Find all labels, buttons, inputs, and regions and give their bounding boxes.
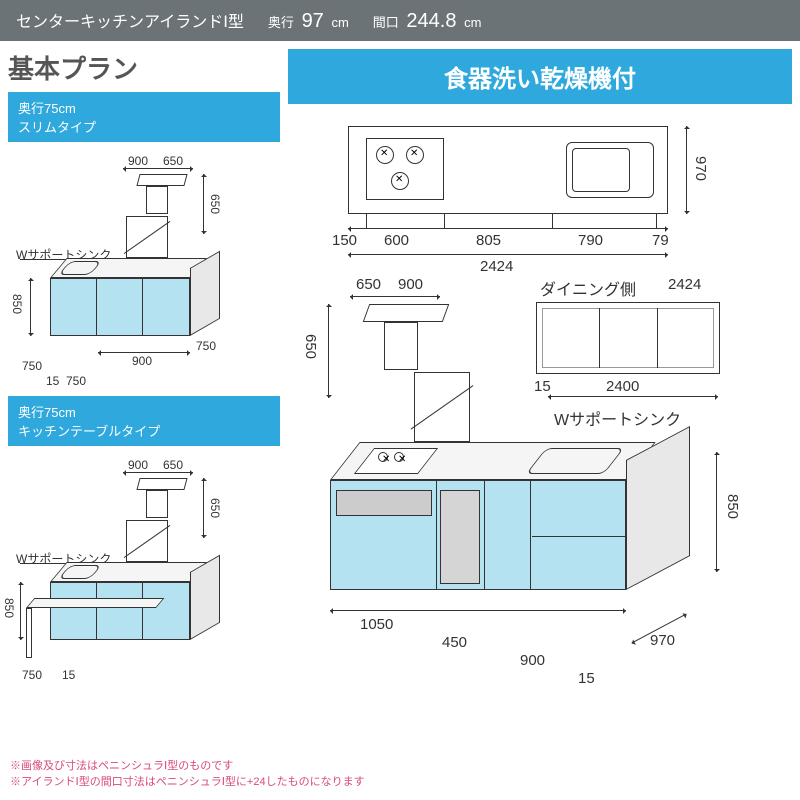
width-spec: 間口 244.8 cm xyxy=(373,10,482,33)
left-column: 基本プラン 奥行75cm スリムタイプ 900 650 650 Wサポートシンク xyxy=(0,41,280,781)
footnote-1: ※画像及び寸法はペニンシュラⅠ型のものです xyxy=(10,759,233,774)
dim-t-edge: 15 xyxy=(62,668,75,682)
dim-cab2: 450 xyxy=(442,634,467,651)
p-hood-top xyxy=(363,304,450,322)
dim-tv-depth: 970 xyxy=(692,156,709,181)
t-body xyxy=(50,582,190,640)
dim-cab3: 900 xyxy=(520,652,545,669)
dim-dining-edge: 15 xyxy=(534,378,551,395)
dim-p-hoodh: 650 xyxy=(302,334,319,359)
depth-spec: 奥行 97 cm xyxy=(268,10,349,33)
product-title: センターキッチンアイランドⅠ型 xyxy=(16,8,244,32)
dim-t-hood-h: 650 xyxy=(208,498,222,518)
footnote-2: ※アイランドⅠ型の間口寸法はペニンシュラⅠ型に+24したものになります xyxy=(10,775,365,790)
dim-tv-ml: 150 xyxy=(332,232,357,249)
dim-depth-r: 750 xyxy=(196,339,216,353)
dim-p-edge: 15 xyxy=(578,670,595,687)
burner-1 xyxy=(376,146,394,164)
t-table-ext xyxy=(26,598,164,608)
dim-depth-l: 750 xyxy=(22,359,42,373)
dim-p-bodyh: 850 xyxy=(724,494,741,519)
plan-title: 基本プラン xyxy=(8,49,280,86)
dim-cab1: 1050 xyxy=(360,616,393,633)
dim-tv-stove: 600 xyxy=(384,232,409,249)
burner-3 xyxy=(391,172,409,190)
p-hood-duct xyxy=(384,322,418,370)
oven-front xyxy=(336,490,432,516)
dining-label: ダイニング側 xyxy=(540,276,636,300)
dim-p-depth: 970 xyxy=(650,632,675,649)
splash-panel xyxy=(126,216,168,258)
hood-duct xyxy=(146,186,168,214)
slim-diagram: 900 650 650 Wサポートシンク 850 xyxy=(8,146,280,396)
topview-diagram: 970 150 600 805 790 79 2424 xyxy=(288,116,792,276)
table-section-bar: 奥行75cm キッチンテーブルタイプ xyxy=(8,396,280,446)
dim-hood-h: 650 xyxy=(208,194,222,214)
t-hood-duct xyxy=(146,490,168,518)
dim-t-hood-w2: 650 xyxy=(163,458,183,472)
burner-2 xyxy=(406,146,424,164)
dim-base-w: 900 xyxy=(132,354,152,368)
stove-area xyxy=(366,138,444,200)
dim-hood-w1: 900 xyxy=(128,154,148,168)
dishwasher xyxy=(440,490,480,584)
p-splash xyxy=(414,372,470,442)
p-burner1 xyxy=(378,452,388,462)
feature-title: 食器洗い乾燥機付 xyxy=(288,49,792,104)
kitchen-body xyxy=(50,278,190,336)
dim-t-depth: 750 xyxy=(22,668,42,682)
header-bar: センターキッチンアイランドⅠ型 奥行 97 cm 間口 244.8 cm xyxy=(0,0,800,41)
dim-t-hood-w1: 900 xyxy=(128,458,148,472)
dim-depth-m: 750 xyxy=(66,374,86,388)
dim-tv-total: 2424 xyxy=(480,258,513,275)
p-burner2 xyxy=(394,452,404,462)
dim-hood-w2: 650 xyxy=(163,154,183,168)
dim-tv-mr: 79 xyxy=(652,232,669,249)
dim-body-h: 850 xyxy=(10,294,24,314)
main-content: 基本プラン 奥行75cm スリムタイプ 900 650 650 Wサポートシンク xyxy=(0,41,800,781)
slim-section-bar: 奥行75cm スリムタイプ xyxy=(8,92,280,142)
t-table-leg xyxy=(26,608,32,658)
perspective-diagram: 650 900 ダイニング側 2424 15 2400 Wサポートシンク 650 xyxy=(288,276,792,736)
p-sink-label: Wサポートシンク xyxy=(554,406,681,430)
dim-p-hood1: 650 xyxy=(356,276,381,293)
dim-p-hood2: 900 xyxy=(398,276,423,293)
dim-tv-mid: 805 xyxy=(476,232,501,249)
dim-edge: 15 xyxy=(46,374,59,388)
t-hood xyxy=(136,478,187,490)
dim-t-body-h: 850 xyxy=(2,598,16,618)
dim-dining-w: 2424 xyxy=(668,276,701,293)
dim-tv-sink: 790 xyxy=(578,232,603,249)
right-column: 食器洗い乾燥機付 970 150 600 805 790 79 2424 xyxy=(280,41,800,781)
tv-sink-inner xyxy=(572,148,630,192)
t-splash xyxy=(126,520,168,562)
hood xyxy=(136,174,187,186)
table-diagram: 900 650 650 Wサポートシンク 850 750 15 xyxy=(8,450,280,710)
dim-dining-base: 2400 xyxy=(606,378,639,395)
